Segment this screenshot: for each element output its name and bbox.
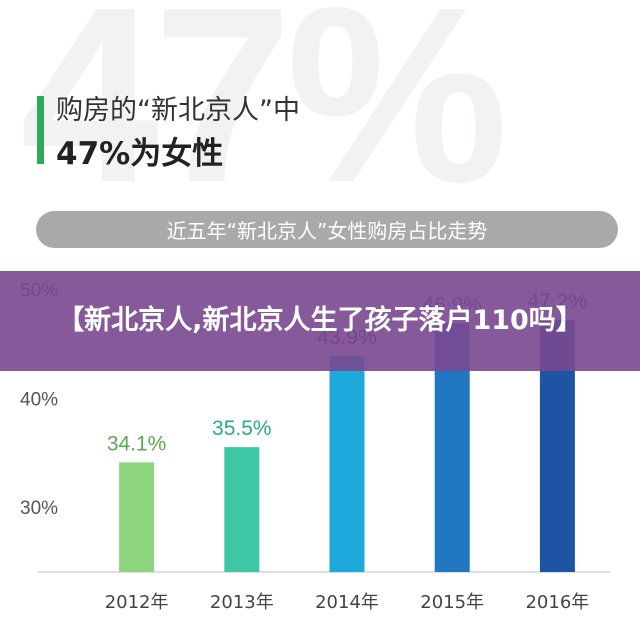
headline-line-2: 47%为女性 — [56, 136, 224, 172]
article-title[interactable]: 【新北京人,新北京人生了孩子落户110吗】 — [57, 305, 583, 336]
value-label: 35.5% — [212, 417, 272, 440]
y-tick-label: 30% — [20, 498, 58, 519]
x-tick-label: 2013年 — [210, 592, 274, 613]
x-tick-label: 2012年 — [105, 592, 169, 613]
value-label: 34.1% — [107, 432, 167, 455]
y-tick-label: 40% — [20, 389, 58, 410]
bar-2014年 — [329, 355, 365, 572]
x-tick-label: 2016年 — [525, 592, 589, 613]
subtitle-pill-text: 近五年“新北京人”女性购房占比走势 — [166, 219, 488, 243]
subtitle-pill: 近五年“新北京人”女性购房占比走势 — [36, 211, 618, 248]
x-tick-label: 2015年 — [420, 592, 484, 613]
bar-2013年 — [224, 447, 260, 572]
headline-line-1: 购房的“新北京人”中 — [56, 95, 300, 126]
background-watermark: 47% — [20, 0, 508, 234]
accent-bar — [37, 96, 44, 164]
bar-2012年 — [119, 462, 155, 572]
x-tick-label: 2014年 — [315, 592, 379, 613]
article-title-overlay[interactable]: 【新北京人,新北京人生了孩子落户110吗】 — [0, 271, 640, 371]
